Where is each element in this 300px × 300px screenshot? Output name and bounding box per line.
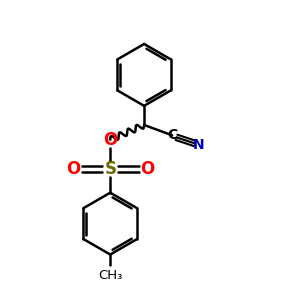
Text: CH₃: CH₃ xyxy=(98,269,122,282)
Text: N: N xyxy=(193,138,204,152)
Text: O: O xyxy=(103,131,117,149)
Text: S: S xyxy=(104,160,116,178)
Text: O: O xyxy=(140,160,154,178)
Text: C: C xyxy=(167,128,177,142)
Text: O: O xyxy=(66,160,81,178)
